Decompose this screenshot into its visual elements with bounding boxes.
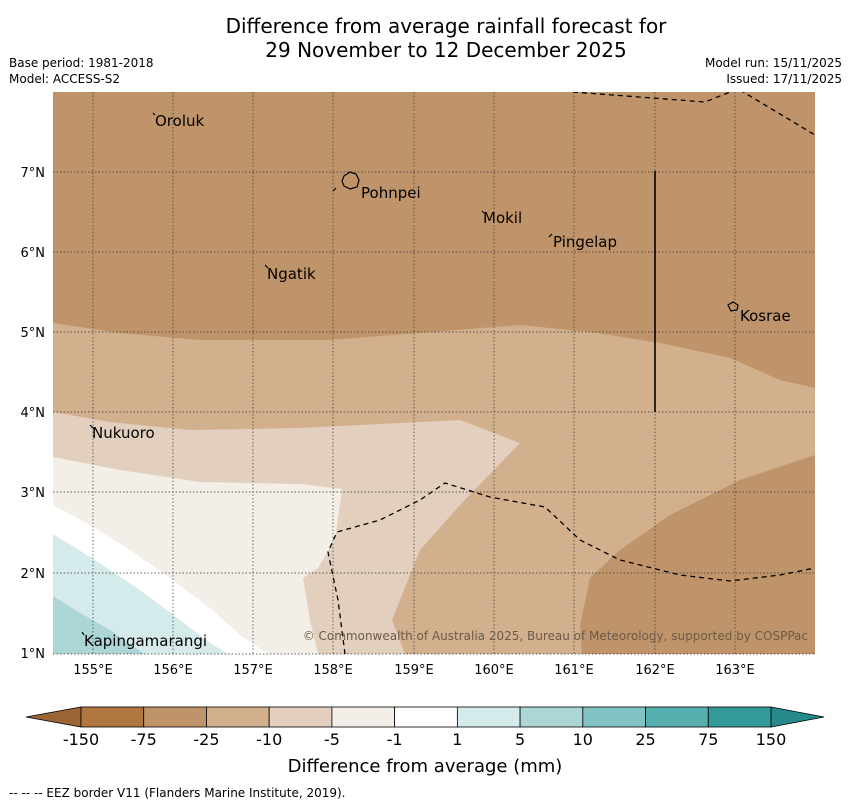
kosrae-island-shape xyxy=(727,301,739,312)
title-line-1: Difference from average rainfall forecas… xyxy=(225,14,667,38)
ant-atoll-shape xyxy=(332,187,337,192)
model-name: Model: ACCESS-S2 xyxy=(9,72,121,86)
colorbar-cell xyxy=(394,706,458,728)
colorbar-tick-label: -75 xyxy=(131,730,157,749)
place-labels: Oroluk Pohnpei Mokil Pingelap Ngatik Kos… xyxy=(84,112,791,650)
lat-tick-3: 3°N xyxy=(21,486,46,501)
place-label-kosrae: Kosrae xyxy=(740,307,791,325)
colorbar-cell xyxy=(456,706,521,728)
meta-right: Model run: 15/11/2025 Issued: 17/11/2025 xyxy=(705,55,842,87)
colorbar-cell xyxy=(645,706,709,728)
colorbar-cell xyxy=(331,706,396,728)
lat-axis-labels: 7°N 6°N 5°N 4°N 3°N 2°N 1°N xyxy=(21,166,46,662)
nukuoro-atoll-shape xyxy=(89,424,94,429)
kapingamarangi-atoll-shape xyxy=(81,631,85,636)
colorbar-tick-label: 10 xyxy=(573,730,593,749)
colorbar-over-arrow xyxy=(770,706,825,728)
eez-borders xyxy=(327,92,815,654)
lon-tick-162: 162°E xyxy=(635,663,675,678)
band-plus5 xyxy=(53,596,145,654)
colorbar-tick-label: 1 xyxy=(452,730,462,749)
lon-tick-160: 160°E xyxy=(474,663,514,678)
lon-tick-159: 159°E xyxy=(394,663,434,678)
model-run: Model run: 15/11/2025 xyxy=(704,56,842,70)
place-label-nukuoro: Nukuoro xyxy=(92,424,155,442)
colorbar-cell xyxy=(143,706,207,728)
colorbar-tick-label: -25 xyxy=(193,730,219,749)
copyright-notice: © Commonwealth of Australia 2025, Bureau… xyxy=(303,629,808,643)
title-line-2: 29 November to 12 December 2025 xyxy=(265,38,627,62)
colorbar: -150 -75 -25 -10 -5 -1 1 5 10 25 75 150 xyxy=(25,706,825,749)
colorbar-tick-label: 25 xyxy=(635,730,655,749)
colorbar-cell xyxy=(707,706,772,728)
lon-tick-161: 161°E xyxy=(554,663,594,678)
colorbar-tick-label: -1 xyxy=(387,730,403,749)
colorbar-title: Difference from average (mm) xyxy=(288,756,563,777)
colorbar-cell xyxy=(80,706,145,728)
colorbar-cell xyxy=(206,706,270,728)
colorbar-tick-label: 75 xyxy=(698,730,718,749)
mokil-atoll-shape xyxy=(481,210,485,214)
eez-border-south xyxy=(327,482,815,654)
colorbar-cell xyxy=(268,706,333,728)
colorbar-cell xyxy=(519,706,584,728)
band-minus75-se xyxy=(580,455,815,654)
pohnpei-island-shape xyxy=(341,171,360,190)
lon-tick-156: 156°E xyxy=(153,663,193,678)
lat-tick-6: 6°N xyxy=(21,246,46,261)
lon-tick-157: 157°E xyxy=(233,663,273,678)
base-period: Base period: 1981-2018 xyxy=(9,56,154,70)
contour-bands xyxy=(53,92,815,654)
colorbar-tick-label: -5 xyxy=(324,730,340,749)
island-outlines xyxy=(81,112,739,636)
lat-tick-1: 1°N xyxy=(21,647,46,662)
colorbar-cell xyxy=(582,706,646,728)
pingelap-atoll-shape xyxy=(548,233,553,238)
colorbar-tick-label: -150 xyxy=(63,730,99,749)
lat-tick-5: 5°N xyxy=(21,326,46,341)
lat-tick-2: 2°N xyxy=(21,567,46,582)
lon-tick-158: 158°E xyxy=(313,663,353,678)
place-label-pingelap: Pingelap xyxy=(553,233,617,251)
lon-axis-labels: 155°E 156°E 157°E 158°E 159°E 160°E 161°… xyxy=(73,663,755,678)
lon-tick-163: 163°E xyxy=(715,663,755,678)
colorbar-tick-label: 5 xyxy=(515,730,525,749)
meta-left: Base period: 1981-2018 Model: ACCESS-S2 xyxy=(9,55,154,87)
lat-tick-4: 4°N xyxy=(21,406,46,421)
colorbar-under-arrow xyxy=(25,706,82,728)
issued-date: Issued: 17/11/2025 xyxy=(726,72,842,86)
graticule xyxy=(53,92,815,655)
place-label-kapingamarangi: Kapingamarangi xyxy=(84,632,207,650)
lat-tick-7: 7°N xyxy=(21,166,46,181)
eez-border-north xyxy=(572,92,815,136)
oroluk-atoll-shape xyxy=(152,112,156,116)
lon-tick-155: 155°E xyxy=(73,663,113,678)
place-label-mokil: Mokil xyxy=(483,209,522,227)
ngatik-atoll-shape xyxy=(264,264,269,269)
colorbar-tick-label: -10 xyxy=(256,730,282,749)
place-label-oroluk: Oroluk xyxy=(155,112,204,130)
map-title: Difference from average rainfall forecas… xyxy=(0,14,850,62)
colorbar-tick-label: 150 xyxy=(756,730,787,749)
place-label-ngatik: Ngatik xyxy=(267,265,316,283)
place-label-pohnpei: Pohnpei xyxy=(361,184,421,202)
eez-footnote: -- -- -- EEZ border V11 (Flanders Marine… xyxy=(9,786,346,800)
